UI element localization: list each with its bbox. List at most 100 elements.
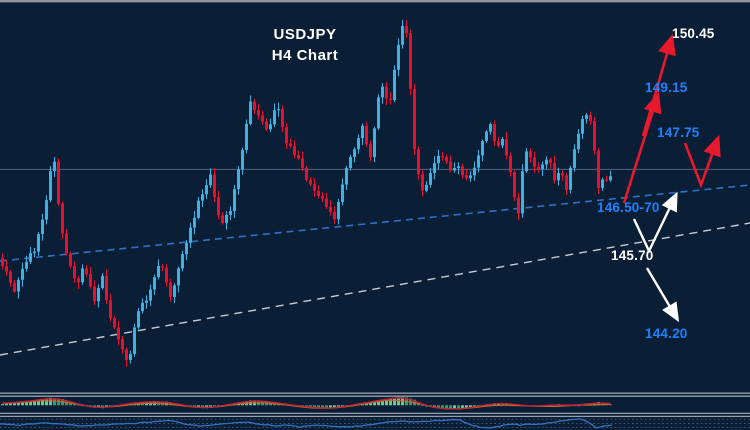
bear-candle: [93, 286, 96, 302]
bull-candle: [337, 202, 340, 220]
bear-candle: [69, 253, 72, 267]
macd-bar: [205, 405, 208, 409]
bear-candle: [553, 162, 556, 181]
macd-bar: [377, 400, 380, 406]
bear-candle: [369, 144, 372, 158]
bull-candle: [277, 109, 280, 111]
oscillator-panel: [0, 418, 750, 429]
bear-candle: [89, 274, 92, 287]
bear-candle: [1, 258, 4, 267]
bull-candle: [241, 149, 244, 170]
macd-bar: [317, 405, 320, 409]
bull-candle: [101, 275, 104, 289]
macd-bar: [437, 405, 440, 409]
macd-bar: [305, 405, 308, 407]
macd-bar: [337, 405, 340, 408]
macd-bar: [333, 405, 336, 408]
bull-candle: [609, 176, 612, 181]
candlestick-series: [1, 19, 612, 367]
bull-candle: [245, 123, 248, 150]
bear-candle: [325, 198, 328, 207]
bear-candle: [409, 33, 412, 89]
chart-subtitle: H4 Chart: [271, 47, 339, 64]
bull-candle: [129, 353, 132, 360]
macd-bar: [209, 405, 212, 408]
bull-candle: [205, 185, 208, 195]
macd-bar: [449, 405, 452, 410]
chart-title-block: USDJPY H4 Chart: [240, 24, 370, 66]
bull-candle: [173, 285, 176, 297]
bull-candle: [269, 124, 272, 130]
macd-bar: [25, 401, 28, 406]
bull-candle: [45, 200, 48, 220]
macd-bar: [33, 400, 36, 406]
macd-bar: [453, 405, 456, 409]
bear-candle: [321, 195, 324, 199]
bull-candle: [233, 189, 236, 212]
bull-candle: [373, 128, 376, 158]
bear-candle: [85, 268, 88, 275]
bull-candle: [349, 157, 352, 168]
bear-candle: [13, 282, 16, 292]
bull-candle: [193, 217, 196, 228]
bull-candle: [25, 261, 28, 269]
bear-candle: [565, 175, 568, 190]
bear-candle: [165, 267, 168, 283]
bear-candle: [293, 146, 296, 155]
bear-candle: [445, 156, 448, 162]
bull-candle: [357, 138, 360, 150]
macd-bar: [389, 398, 392, 406]
bear-candle: [537, 166, 540, 170]
bear-candle: [461, 166, 464, 176]
bull-candle: [353, 149, 356, 158]
bull-candle: [453, 168, 456, 171]
bull-candle: [37, 234, 40, 252]
macd-bar: [9, 402, 12, 406]
macd-bar: [49, 397, 52, 406]
macd-bar: [329, 405, 332, 409]
bull-candle: [201, 194, 204, 201]
bull-candle: [477, 155, 480, 168]
bear-candle: [5, 266, 8, 272]
panel-separators: [0, 392, 750, 418]
price-label-146-50-70: 146.50-70: [597, 200, 660, 215]
bear-candle: [593, 120, 596, 151]
bear-candle: [217, 197, 220, 216]
bull-candle: [425, 184, 428, 191]
bull-candle: [97, 288, 100, 302]
macd-bar: [37, 399, 40, 406]
bull-candle: [341, 184, 344, 203]
bear-candle: [317, 190, 320, 196]
bull-candle: [189, 227, 192, 243]
bear-candle: [405, 26, 408, 34]
bear-candle: [73, 266, 76, 279]
macd-bar: [29, 401, 32, 406]
macd-bar: [397, 397, 400, 406]
rising-support-gray: [0, 222, 750, 356]
bull-candle: [457, 166, 460, 169]
macd-bar: [321, 405, 324, 409]
forecast-arrows-layer: [622, 33, 721, 323]
bull-candle: [137, 311, 140, 328]
macd-bar: [369, 401, 372, 406]
macd-bar: [197, 405, 200, 408]
bear-candle: [589, 114, 592, 121]
price-label-150-45: 150.45: [672, 26, 715, 41]
bull-candle: [21, 268, 24, 280]
bear-candle: [449, 161, 452, 171]
bear-candle: [297, 154, 300, 159]
bear-candle: [605, 179, 608, 181]
bull-candle: [237, 169, 240, 190]
bear-candle: [517, 197, 520, 214]
bull-candle: [181, 254, 184, 269]
macd-bar: [425, 405, 428, 407]
bear-candle: [549, 159, 552, 163]
bull-candle: [557, 173, 560, 181]
macd-bar: [457, 405, 460, 410]
bull-candle: [401, 26, 404, 45]
grid-layer: [0, 0, 750, 170]
arrow-zigzag-147-75: [683, 134, 721, 189]
macd-bar: [385, 399, 388, 406]
bull-candle: [17, 279, 20, 292]
macd-bar: [421, 404, 424, 406]
